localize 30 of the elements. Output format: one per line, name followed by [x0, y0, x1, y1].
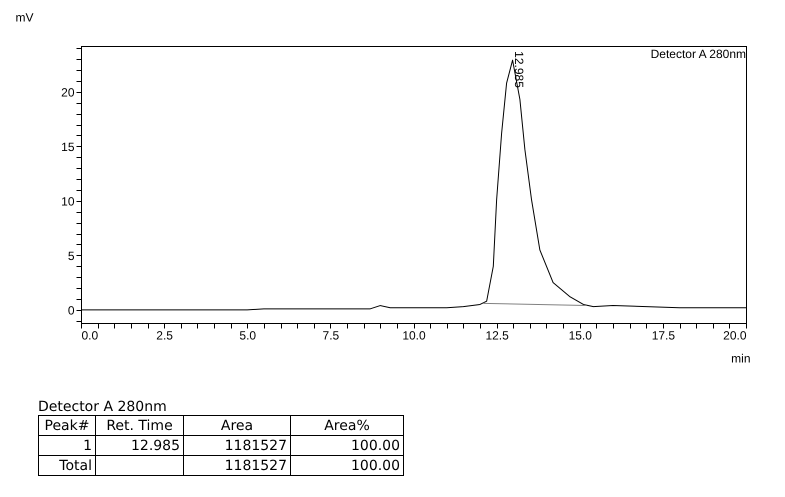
x-axis-title: min	[731, 352, 750, 366]
x-tick-label: 10.0	[402, 328, 426, 342]
x-tick-label: 12.5	[485, 328, 510, 342]
text: 100.00	[290, 456, 404, 476]
x-tick-label: 7.5	[322, 328, 340, 342]
y-tick-label: 20	[61, 85, 75, 100]
text: 12.985	[96, 436, 184, 456]
x-tick-label: 15.0	[568, 328, 592, 342]
y-axis-title: mV	[16, 10, 34, 24]
text: Ret. Time	[96, 416, 184, 436]
text: Area%	[290, 416, 404, 436]
x-tick-label: 5.0	[239, 328, 256, 342]
text: 100.00	[290, 436, 404, 456]
x-tick-label: 2.5	[156, 328, 174, 342]
text: Total	[38, 456, 96, 476]
y-tick-label: 15	[61, 140, 75, 154]
text: 1181527	[184, 436, 290, 456]
text: Detector A 280nm	[38, 399, 168, 415]
y-tick-label: 0	[68, 303, 75, 318]
annotation: Detector A 280nm	[650, 47, 746, 61]
text: Peak#	[38, 416, 96, 436]
x-tick-label: 0.0	[82, 328, 99, 342]
x-tick-label: 17.5	[652, 328, 676, 342]
text: 1	[38, 436, 96, 456]
text: 1181527	[184, 456, 290, 476]
y-tick-label: 5	[68, 248, 75, 263]
annotation: 12.985	[512, 51, 526, 88]
x-tick-label: 20.0	[723, 328, 747, 342]
text: Area	[184, 416, 290, 436]
y-tick-label: 10	[61, 194, 75, 208]
